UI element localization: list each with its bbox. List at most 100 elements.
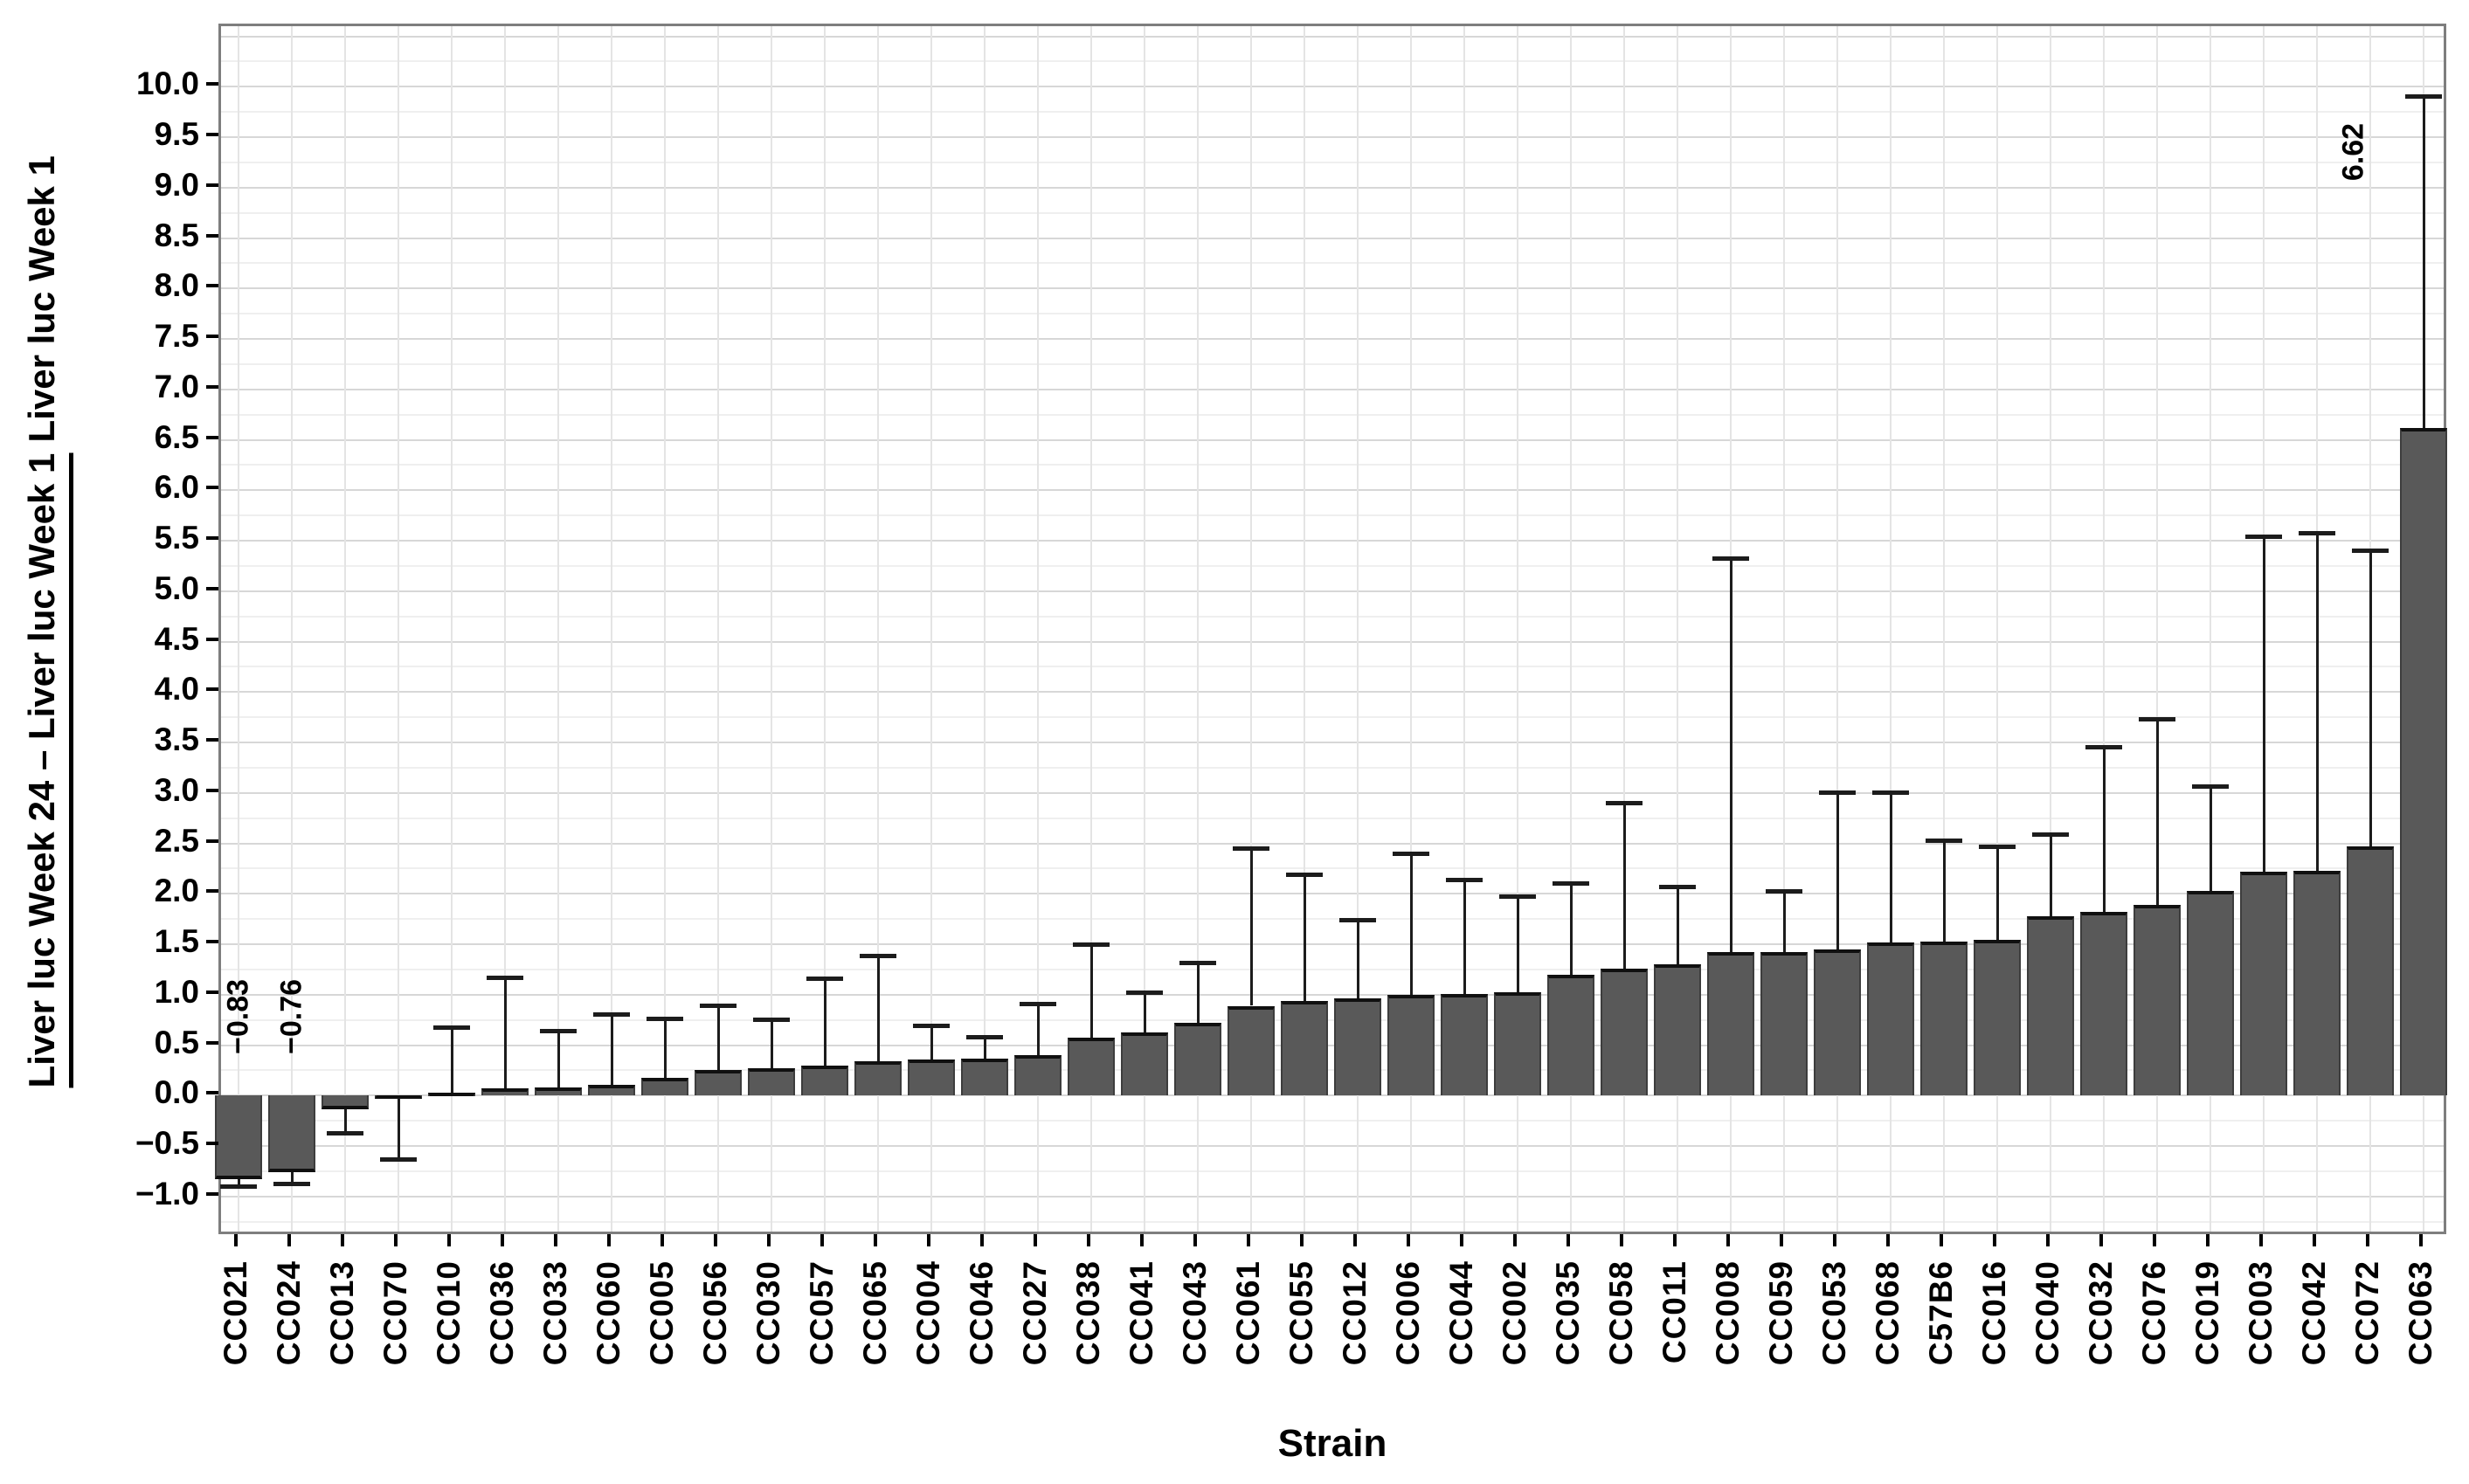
vertical-gridline [824, 26, 826, 1232]
vertical-gridline [1463, 26, 1465, 1232]
x-tick-mark [2153, 1234, 2156, 1246]
x-tick-mark [660, 1234, 664, 1246]
y-tick-label: 1.5 [154, 923, 199, 960]
error-cap [1872, 790, 1909, 796]
major-gridline [221, 136, 2444, 139]
y-tick-mark [206, 1040, 218, 1045]
minor-gridline [221, 1069, 2444, 1072]
y-tick-label: 6.0 [154, 469, 199, 506]
x-tick-mark [394, 1234, 398, 1246]
error-whisker [770, 1019, 773, 1069]
minor-gridline [221, 1220, 2444, 1223]
y-tick-mark [206, 586, 218, 590]
bar [1814, 949, 1861, 1096]
y-tick-mark [206, 133, 218, 137]
error-whisker [557, 1031, 560, 1088]
vertical-gridline [291, 26, 293, 1232]
x-tick-label: CC024 [271, 1260, 307, 1366]
plot-panel: −0.83 −0.76 6.62 [215, 24, 2447, 1234]
x-tick-label: CC013 [324, 1260, 360, 1366]
vertical-gridline [1996, 26, 1998, 1232]
error-whisker [1782, 891, 1786, 953]
bar [1387, 994, 1435, 1096]
x-tick-mark [2419, 1234, 2423, 1246]
x-tick-mark [874, 1234, 877, 1246]
bar [801, 1065, 848, 1096]
y-tick-mark [206, 1191, 218, 1196]
bar [215, 1095, 262, 1180]
x-tick-label: CC004 [910, 1260, 946, 1366]
x-tick-label: CC044 [1443, 1260, 1479, 1366]
error-cap [2352, 549, 2389, 554]
x-tick-mark [1407, 1234, 1410, 1246]
bar [322, 1095, 369, 1110]
vertical-gridline [2156, 26, 2158, 1232]
x-tick-label: CC068 [1870, 1260, 1905, 1366]
error-cap [1553, 881, 1589, 887]
x-tick-mark [2259, 1234, 2263, 1246]
y-tick-mark [206, 1142, 218, 1146]
x-tick-label: CC057 [804, 1260, 840, 1366]
vertical-gridline [984, 26, 986, 1232]
error-whisker [343, 1109, 347, 1134]
bar [2027, 915, 2074, 1096]
error-cap [1979, 844, 2016, 849]
error-cap [966, 1034, 1003, 1039]
bar [481, 1088, 529, 1096]
bar [1974, 940, 2021, 1096]
bar [1867, 942, 1914, 1096]
error-whisker [1089, 944, 1093, 1039]
x-tick-mark [1353, 1234, 1357, 1246]
error-cap [1499, 894, 1536, 900]
x-tick-mark [1726, 1234, 1730, 1246]
y-tick-label: −1.0 [135, 1175, 199, 1211]
y-tick-mark [206, 637, 218, 641]
minor-gridline [221, 262, 2444, 265]
error-whisker [503, 977, 507, 1089]
y-tick-mark [206, 839, 218, 843]
bar [1494, 992, 1541, 1096]
error-whisker [1356, 920, 1359, 999]
bar [1174, 1023, 1221, 1096]
bar [1441, 993, 1488, 1096]
vertical-gridline [1570, 26, 1572, 1232]
error-whisker [2422, 96, 2425, 428]
error-whisker [237, 1179, 240, 1187]
minor-gridline [221, 1170, 2444, 1172]
bar [1121, 1032, 1168, 1096]
vertical-gridline [1250, 26, 1252, 1232]
error-cap [540, 1028, 577, 1033]
error-cap [273, 1182, 310, 1187]
error-whisker [1249, 848, 1253, 1006]
bar [1334, 998, 1381, 1096]
error-whisker [1889, 792, 1892, 942]
error-whisker [716, 1005, 720, 1071]
y-tick-mark [206, 284, 218, 288]
x-tick-label: CC065 [857, 1260, 893, 1366]
error-whisker [2262, 536, 2265, 872]
error-whisker [1729, 558, 1732, 953]
error-cap [1659, 884, 1696, 889]
x-tick-label: CC035 [1550, 1260, 1586, 1366]
y-tick-label: 9.0 [154, 166, 199, 203]
x-tick-mark [1620, 1234, 1623, 1246]
major-gridline [221, 640, 2444, 643]
vertical-gridline [1943, 26, 1945, 1232]
x-tick-label: CC070 [377, 1260, 413, 1366]
major-gridline [221, 338, 2444, 341]
major-gridline [221, 1145, 2444, 1148]
error-cap [220, 1184, 257, 1189]
minor-gridline [221, 1018, 2444, 1021]
x-tick-label: CC016 [1976, 1260, 2012, 1366]
error-whisker [1036, 1004, 1040, 1056]
x-tick-label: CC008 [1710, 1260, 1746, 1366]
vertical-gridline [664, 26, 666, 1232]
x-tick-label: CC032 [2083, 1260, 2119, 1366]
x-tick-label: CC060 [591, 1260, 626, 1366]
y-tick-mark [206, 233, 218, 238]
y-axis-title-numerator: Liver luc Week 24 – Liver luc Week 1 [21, 452, 73, 1088]
y-tick-label: 1.0 [154, 973, 199, 1010]
error-whisker [983, 1037, 986, 1059]
bar [268, 1095, 315, 1173]
y-tick-mark [206, 788, 218, 792]
